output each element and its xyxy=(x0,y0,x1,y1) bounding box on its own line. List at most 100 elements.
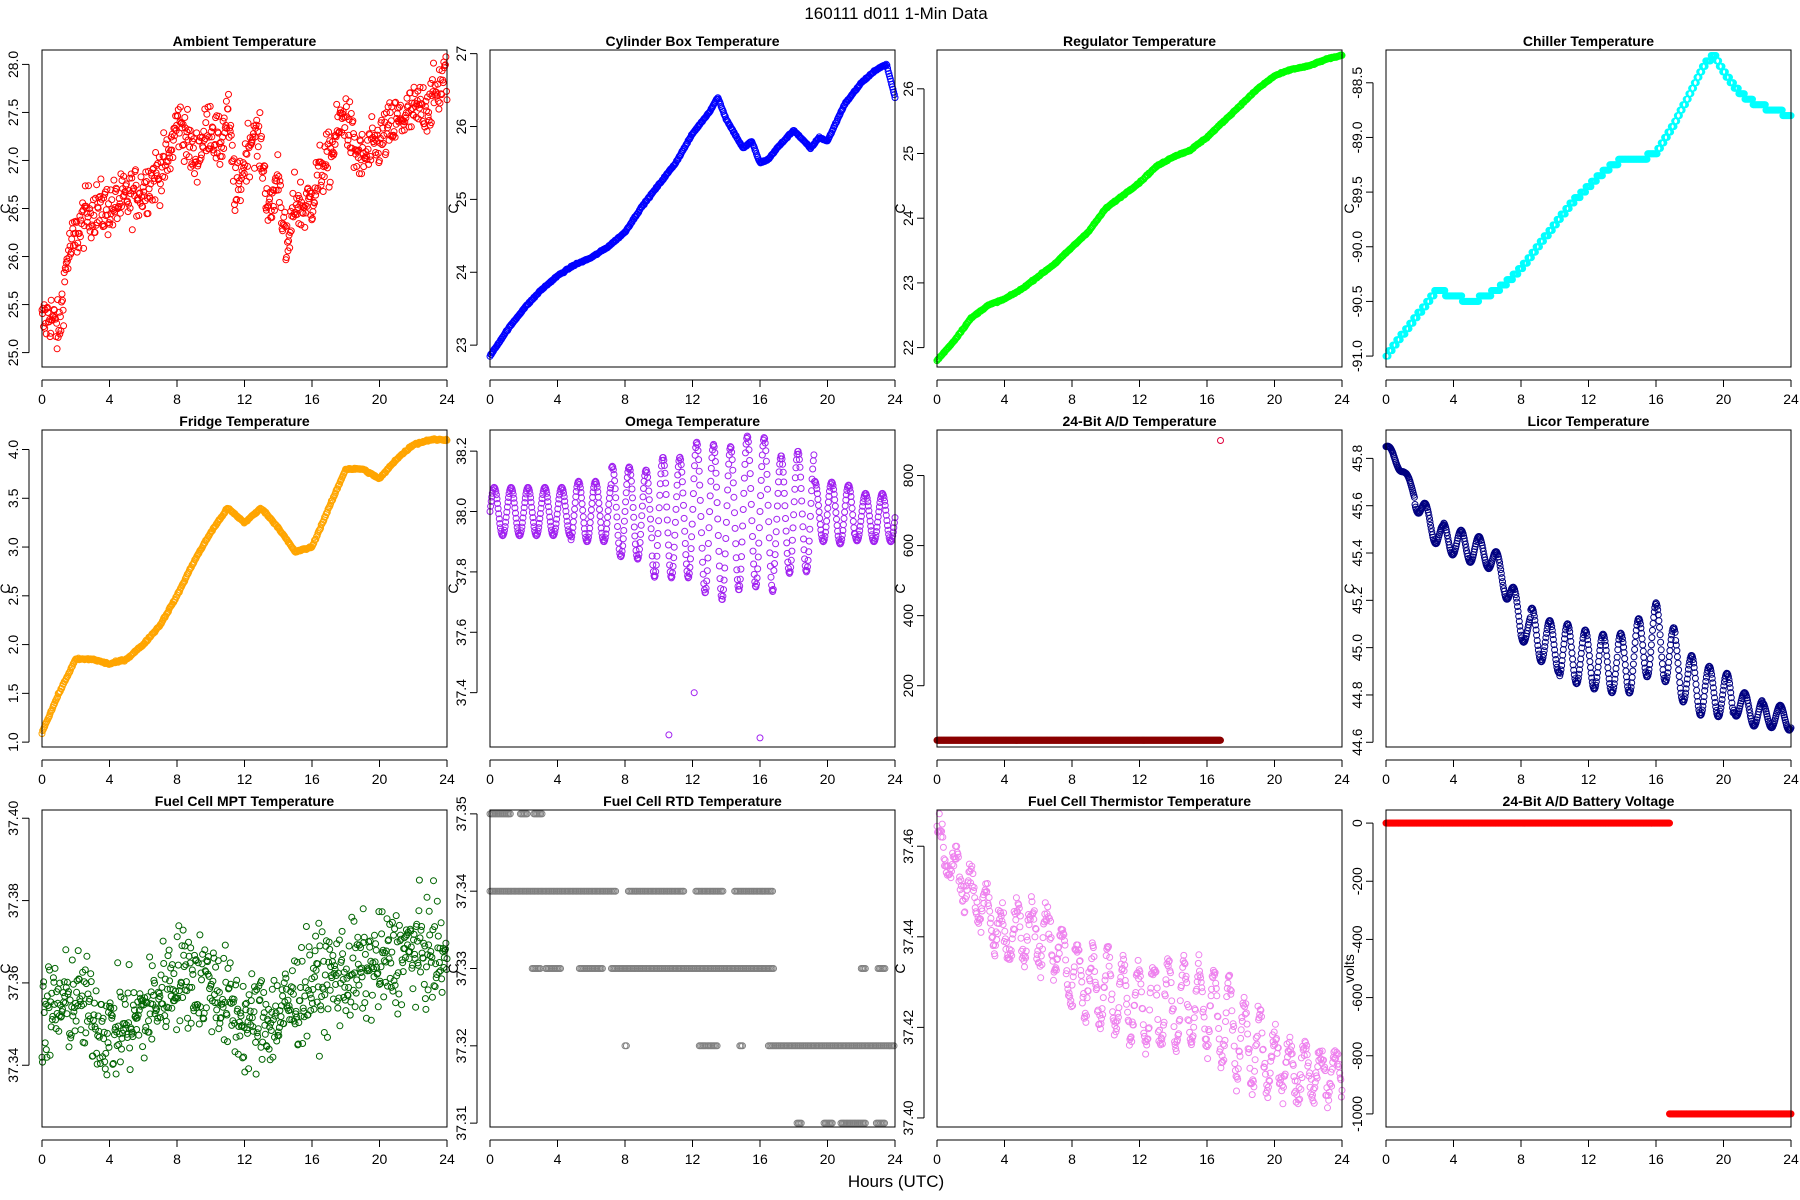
plot-frame xyxy=(489,429,896,748)
data-point xyxy=(254,143,262,151)
data-point xyxy=(439,79,447,87)
data-point xyxy=(733,566,741,574)
data-point xyxy=(436,99,444,107)
data-point xyxy=(254,127,262,135)
data-point xyxy=(244,119,252,127)
data-point xyxy=(729,479,737,487)
data-point xyxy=(833,515,840,523)
data-point xyxy=(688,520,696,528)
data-point xyxy=(647,525,655,533)
figure-title: 160111 d011 1-Min Data xyxy=(804,4,988,23)
data-point xyxy=(614,523,621,530)
y-tick-label: -91.0 xyxy=(1349,340,1365,372)
data-point xyxy=(244,162,251,170)
data-point xyxy=(627,477,635,485)
data-point xyxy=(98,211,106,219)
data-point xyxy=(146,194,154,202)
data-point xyxy=(390,128,398,136)
data-point xyxy=(379,124,387,132)
plot-frame xyxy=(41,49,448,368)
data-point xyxy=(628,485,636,493)
data-point xyxy=(765,518,773,526)
data-points xyxy=(1382,442,1795,734)
data-point xyxy=(220,114,228,122)
data-point xyxy=(206,102,214,110)
data-point xyxy=(316,141,324,149)
data-point xyxy=(780,489,788,497)
data-point xyxy=(379,139,387,147)
y-tick-label: 800 xyxy=(900,464,916,488)
data-point xyxy=(767,573,775,581)
y-tick-label: 24 xyxy=(900,210,916,226)
x-tick-label: 4 xyxy=(1001,771,1009,787)
x-tick-label: 20 xyxy=(1716,391,1732,407)
data-point xyxy=(571,499,579,507)
y-tick-label: 38.2 xyxy=(453,437,469,464)
data-point xyxy=(180,141,188,149)
data-point xyxy=(59,306,67,314)
y-tick-label: 28.0 xyxy=(5,51,21,78)
data-point xyxy=(306,187,314,195)
data-point xyxy=(63,257,71,265)
data-point xyxy=(652,561,660,569)
data-point xyxy=(242,177,250,185)
data-point xyxy=(762,447,770,455)
data-point xyxy=(665,731,673,739)
data-point xyxy=(824,498,832,506)
data-point xyxy=(648,534,656,542)
data-point xyxy=(156,202,164,210)
data-point xyxy=(729,466,737,474)
data-point xyxy=(344,136,352,144)
data-point xyxy=(93,181,101,189)
data-point xyxy=(630,513,638,521)
data-point xyxy=(203,110,211,118)
panel-title: Cylinder Box Temperature xyxy=(605,33,779,49)
x-tick-label: 8 xyxy=(1517,391,1525,407)
data-point xyxy=(362,148,370,156)
data-point xyxy=(239,171,247,179)
data-point xyxy=(39,304,47,312)
data-point xyxy=(375,157,383,165)
plot-frame xyxy=(1385,49,1792,368)
data-point xyxy=(416,83,424,91)
y-axis: 37.437.637.838.038.2C xyxy=(445,437,478,706)
data-point xyxy=(54,296,62,304)
data-point xyxy=(850,524,858,532)
data-point xyxy=(106,220,114,228)
data-point xyxy=(275,173,283,180)
data-point xyxy=(358,130,366,138)
data-point xyxy=(191,170,198,178)
data-point xyxy=(103,185,111,193)
data-point xyxy=(638,502,646,510)
data-point xyxy=(678,478,686,486)
data-point xyxy=(350,130,357,138)
data-point xyxy=(604,513,612,521)
data-point xyxy=(348,144,356,152)
data-point xyxy=(783,539,791,547)
data-point xyxy=(269,186,277,194)
y-tick-label: 26 xyxy=(453,119,469,135)
data-point xyxy=(696,481,704,489)
data-point xyxy=(587,512,595,520)
data-point xyxy=(74,239,82,247)
data-point xyxy=(612,494,620,502)
data-point xyxy=(771,551,779,559)
data-point xyxy=(670,543,678,551)
data-point xyxy=(425,116,433,124)
y-axis-label: C xyxy=(0,583,13,593)
data-point xyxy=(47,329,55,337)
y-tick-label: 27 xyxy=(453,46,469,62)
data-point xyxy=(646,505,654,513)
data-point xyxy=(228,141,236,149)
data-point xyxy=(805,537,813,545)
y-axis: -91.0-90.5-90.0-89.5-89.0-88.5C xyxy=(1341,67,1374,372)
x-tick-label: 24 xyxy=(1334,771,1350,787)
data-point xyxy=(55,308,63,316)
data-point xyxy=(814,495,822,503)
data-point xyxy=(788,536,796,544)
data-point xyxy=(596,512,604,520)
data-point xyxy=(237,186,245,193)
